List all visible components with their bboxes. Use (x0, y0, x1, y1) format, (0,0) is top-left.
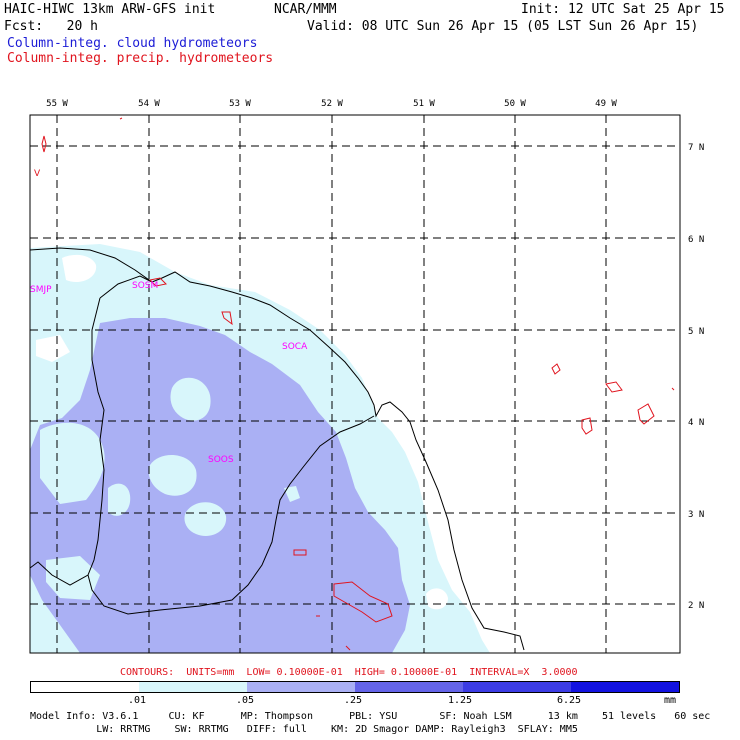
cloud-hole (284, 486, 300, 502)
cloud-shading (30, 244, 490, 653)
title-left: HAIC-HIWC 13km ARW-GFS init (4, 2, 216, 17)
lon-label: 53 W (229, 99, 251, 109)
valid-time: Valid: 08 UTC Sun 26 Apr 15 (05 LST Sun … (307, 19, 699, 34)
model-info-line1: Model Info: V3.6.1 CU: KF MP: Thompson P… (30, 711, 711, 722)
model-info-line2: LW: RRTMG SW: RRTMG DIFF: full KM: 2D Sm… (30, 724, 578, 735)
title-center: NCAR/MMM (274, 2, 337, 17)
cloud-hole (170, 377, 211, 421)
lon-label: 51 W (413, 99, 435, 109)
cloud-gap (426, 588, 448, 610)
lat-label: 7 N (688, 143, 704, 153)
map-frame (29, 114, 681, 654)
cloud-gap (62, 254, 97, 283)
color-bar (30, 681, 680, 693)
forecast-hour: Fcst: 20 h (4, 19, 98, 34)
colorbar-tick: .05 (236, 695, 255, 706)
station-label: SOOS (208, 455, 234, 465)
lat-label: 2 N (688, 601, 704, 611)
colorbar-tick: 6.25 (557, 695, 582, 706)
contours-info: CONTOURS: UNITS=mm LOW= 0.10000E-01 HIGH… (120, 667, 578, 678)
color-bar-segment (139, 682, 247, 692)
lon-label: 49 W (595, 99, 617, 109)
legend-precip: Column-integ. precip. hydrometeors (7, 51, 274, 66)
color-bar-segment (571, 682, 679, 692)
legend-cloud: Column-integ. cloud hydrometeors (7, 36, 258, 51)
color-bar-segment (355, 682, 463, 692)
colorbar-tick: 1.25 (448, 695, 473, 706)
colorbar-units: mm (664, 695, 677, 706)
color-bar-segment (31, 682, 139, 692)
init-time: Init: 12 UTC Sat 25 Apr 15 (521, 2, 725, 17)
lat-label: 6 N (688, 235, 704, 245)
lat-label: 4 N (688, 418, 704, 428)
lon-label: 52 W (321, 99, 343, 109)
cloud-shade-medium (30, 318, 410, 653)
cloud-gap (36, 335, 70, 362)
lon-label: 50 W (504, 99, 526, 109)
station-v-label: V (34, 169, 41, 179)
station-label: SOSM (132, 281, 158, 291)
cloud-hole (40, 422, 105, 504)
color-bar-segment (247, 682, 355, 692)
cloud-hole (148, 454, 197, 496)
station-label: SMJP (30, 285, 52, 295)
lat-label: 3 N (688, 510, 704, 520)
colorbar-tick: .01 (128, 695, 147, 706)
lat-label: 5 N (688, 327, 704, 337)
precip-contours (41, 117, 675, 651)
station-label: SOCA (282, 342, 308, 352)
cloud-hole (108, 483, 131, 516)
lon-label: 55 W (46, 99, 68, 109)
lon-label: 54 W (138, 99, 160, 109)
cloud-hole (184, 502, 227, 536)
lat-lon-grid (30, 115, 680, 653)
color-bar-segment (463, 682, 571, 692)
cloud-hole (46, 556, 100, 600)
colorbar-tick: .25 (344, 695, 363, 706)
